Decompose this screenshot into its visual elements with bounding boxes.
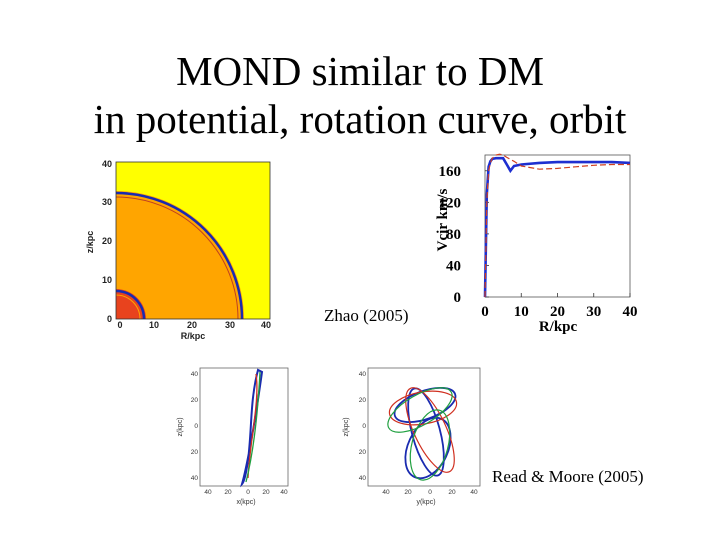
rc-ylabel: Vcir km/s [435,189,451,252]
orbit-right-xlabel: y(kpc) [416,499,435,506]
map-xlabel: R/kpc [181,331,206,341]
orbit-right-red-2 [405,387,455,473]
orbit-left-ylabel: z(kpc) [177,417,184,436]
orbit-right-ytick-1: 20 [359,397,367,404]
orbit-left-xlabel: x(kpc) [236,499,255,506]
orbit-left-xtick-0: 40 [204,489,212,496]
rc-ytick-label-2: 80 [446,227,461,243]
caption-read-moore: Read & Moore (2005) [492,467,644,486]
map-x-ticks: 0 10 20 30 40 [117,320,271,330]
orbit-right-ytick-4: 40 [359,475,367,482]
rc-xtick-label-2: 20 [550,304,565,320]
map-ytick-2: 20 [102,236,112,246]
orbit-right-ytick-0: 40 [359,371,367,378]
map-ytick-1: 10 [102,275,112,285]
orbit-right-ytick-2: 0 [362,423,366,430]
orbit-right-xtick-3: 20 [448,489,456,496]
orbit-plot-left: 40 20 0 20 40 40 20 0 20 40 x(kpc) z(kpc… [177,367,289,506]
map-y-ticks: 0 10 20 30 40 [102,159,112,324]
potential-map: 0 10 20 30 40 0 10 20 30 40 R/kpc z/kpc [85,159,271,341]
orbit-left-xtick-1: 20 [224,489,232,496]
orbit-right-xtick-4: 40 [470,489,478,496]
orbit-right-frame [367,367,481,487]
map-xtick-0: 0 [117,320,122,330]
rc-xtick-label-3: 30 [586,304,601,320]
rotation-curve-chart: 0 40 80 120 160 0 10 20 30 40 R/kpc Vcir km/s [435,153,638,335]
caption-zhao: Zhao (2005) [324,306,409,325]
orbit-left-green [245,371,261,483]
orbit-left-ytick-4: 40 [191,475,199,482]
orbit-right-green-1 [387,387,453,433]
orbit-left-ytick-1: 20 [191,397,199,404]
rc-xtick-label-4: 40 [623,304,638,320]
rc-ytick-label-4: 160 [439,164,462,180]
map-xtick-3: 30 [225,320,235,330]
rc-xlabel: R/kpc [539,319,578,335]
orbit-left-frame [199,367,289,487]
map-xtick-2: 20 [187,320,197,330]
map-ytick-4: 40 [102,159,112,169]
map-ytick-0: 0 [107,314,112,324]
rc-series-line-0 [483,156,631,298]
rc-ytick-label-3: 120 [439,195,462,211]
rc-ytick-label-1: 40 [446,258,461,274]
orbit-left-xtick-3: 20 [262,489,270,496]
orbit-plot-right: 40 20 0 20 40 40 20 0 20 40 y(kpc) z(kpc… [343,367,481,506]
rc-xtick-label-0: 0 [481,304,489,320]
orbit-right-green-2 [409,409,451,481]
map-xtick-4: 40 [261,320,271,330]
map-ylabel: z/kpc [85,231,95,254]
orbit-left-ytick-2: 0 [194,423,198,430]
outer-region [116,191,244,319]
orbit-left-xtick-2: 0 [246,489,250,496]
rc-plot-area [484,154,631,298]
map-xtick-1: 10 [149,320,159,330]
orbit-right-ylabel: z(kpc) [343,417,350,436]
orbit-right-xtick-1: 20 [404,489,412,496]
slide-title-line2: in potential, rotation curve, orbit [93,96,627,142]
rc-series-line-1 [484,153,630,298]
map-frame [115,161,271,320]
orbit-left-ytick-0: 40 [191,371,199,378]
orbit-left-trajectories [239,368,264,488]
rc-xtick-label-1: 10 [514,304,529,320]
orbit-left-red [247,373,258,479]
rc-ytick-label-0: 0 [454,290,462,306]
orbit-left-ytick-3: 20 [191,449,199,456]
orbit-right-trajectories [387,386,458,481]
map-ytick-3: 30 [102,197,112,207]
orbit-right-xtick-2: 0 [428,489,432,496]
orbit-right-xtick-0: 40 [382,489,390,496]
slide-title-line1: MOND similar to DM [176,48,544,94]
orbit-left-xtick-4: 40 [280,489,288,496]
orbit-right-ytick-3: 20 [359,449,367,456]
